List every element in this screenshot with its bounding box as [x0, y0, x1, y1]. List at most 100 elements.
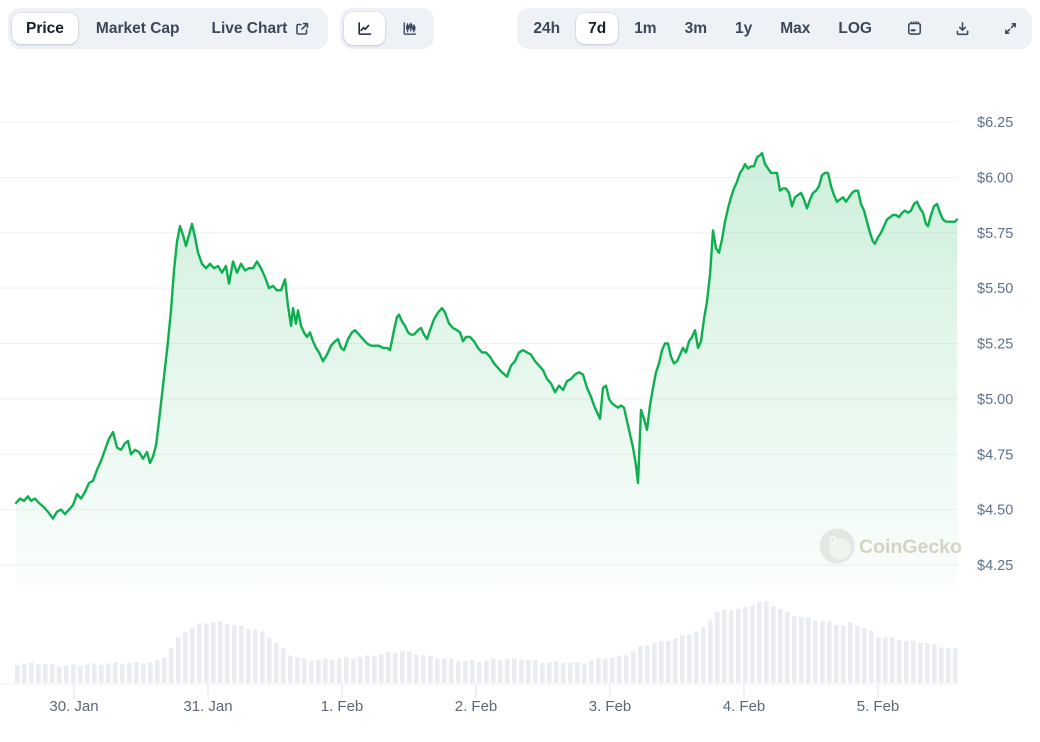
- volume-bar: [169, 648, 174, 683]
- volume-bar: [106, 663, 111, 683]
- volume-bar: [554, 661, 559, 683]
- volume-bar: [71, 664, 76, 683]
- volume-bar: [57, 666, 62, 683]
- volume-bar: [155, 659, 160, 683]
- range-3m[interactable]: 3m: [673, 13, 719, 45]
- range-7d[interactable]: 7d: [576, 12, 619, 45]
- volume-bar: [932, 643, 937, 683]
- range-max[interactable]: Max: [768, 13, 822, 45]
- volume-bar: [253, 629, 258, 683]
- volume-bars: [15, 601, 958, 683]
- expand-icon: [1005, 23, 1016, 34]
- volume-bar: [813, 620, 818, 683]
- volume-bar: [211, 622, 216, 683]
- volume-bar: [918, 643, 923, 683]
- volume-bar: [365, 655, 370, 683]
- volume-bar: [267, 637, 272, 683]
- volume-bar: [778, 609, 783, 683]
- tab-price[interactable]: Price: [12, 12, 78, 45]
- volume-bar: [925, 642, 930, 683]
- volume-bar: [176, 637, 181, 683]
- volume-bar: [442, 658, 447, 683]
- range-1m[interactable]: 1m: [622, 13, 668, 45]
- volume-bar: [64, 665, 69, 683]
- volume-bar: [120, 663, 125, 683]
- candlestick-chart-icon: [403, 22, 417, 35]
- volume-bar: [456, 661, 461, 683]
- volume-bar: [288, 655, 293, 683]
- volume-bar: [232, 625, 237, 683]
- x-axis-tick-label: 2. Feb: [455, 698, 498, 715]
- price-line[interactable]: [14, 151, 959, 520]
- volume-bar: [239, 625, 244, 683]
- volume-bar: [589, 660, 594, 683]
- volume-bar: [694, 631, 699, 683]
- volume-bar: [736, 608, 741, 683]
- volume-bar: [799, 616, 804, 683]
- candlestick-chart-type-button[interactable]: [389, 12, 430, 45]
- volume-bar: [519, 659, 524, 683]
- volume-bar: [29, 662, 34, 683]
- external-link-icon: [296, 22, 309, 35]
- volume-bar: [575, 661, 580, 683]
- volume-bar: [897, 640, 902, 683]
- volume-bar: [295, 657, 300, 683]
- volume-bar: [246, 628, 251, 683]
- download-chart-button[interactable]: [945, 12, 980, 45]
- volume-bar: [533, 660, 538, 683]
- volume-bar: [15, 664, 20, 683]
- volume-bar: [428, 655, 433, 683]
- volume-bar: [78, 665, 83, 683]
- y-axis-tick-label: $4.25: [977, 558, 1013, 574]
- tab-live-chart[interactable]: Live Chart: [197, 13, 324, 45]
- volume-bar: [344, 657, 349, 683]
- calendar-icon: [907, 21, 922, 35]
- line-chart-type-button[interactable]: [344, 12, 386, 45]
- volume-bar: [631, 651, 636, 683]
- y-axis-tick-label: $6.00: [977, 170, 1013, 186]
- date-range-picker-button[interactable]: [897, 12, 932, 45]
- volume-bar: [183, 632, 188, 683]
- log-scale-toggle[interactable]: LOG: [826, 13, 884, 45]
- volume-bar: [393, 652, 398, 683]
- volume-bar: [862, 628, 867, 683]
- volume-bar: [218, 621, 223, 683]
- volume-bar: [505, 659, 510, 683]
- x-axis-tick-label: 4. Feb: [723, 698, 766, 715]
- volume-bar: [645, 645, 650, 683]
- volume-bar: [827, 621, 832, 683]
- volume-bar: [512, 658, 517, 683]
- chart-toolbar: Price Market Cap Live Chart: [8, 8, 1032, 49]
- download-icon: [956, 21, 969, 36]
- volume-bar: [316, 659, 321, 683]
- volume-bar: [281, 648, 286, 683]
- volume-bar: [638, 646, 643, 683]
- volume-bar: [22, 663, 27, 683]
- volume-bar: [141, 663, 146, 683]
- volume-bar: [99, 664, 104, 683]
- tab-market-cap[interactable]: Market Cap: [82, 13, 194, 45]
- volume-bar: [358, 657, 363, 683]
- volume-bar: [946, 648, 951, 683]
- range-1y[interactable]: 1y: [723, 13, 764, 45]
- volume-bar: [400, 651, 405, 683]
- fullscreen-expand-button[interactable]: [993, 12, 1028, 45]
- volume-bar: [190, 628, 195, 683]
- volume-bar: [561, 662, 566, 683]
- volume-bar: [463, 661, 468, 683]
- chart-type-toggle-group: [340, 8, 435, 49]
- volume-bar: [666, 641, 671, 683]
- volume-bar: [687, 634, 692, 683]
- volume-bar: [337, 658, 342, 683]
- volume-bar: [379, 654, 384, 683]
- volume-bar: [722, 609, 727, 683]
- x-axis-tick-label: 1. Feb: [321, 698, 364, 715]
- volume-bar: [596, 658, 601, 683]
- volume-bar: [792, 616, 797, 683]
- metric-toggle-group: Price Market Cap Live Chart: [8, 8, 329, 49]
- volume-bar: [134, 662, 139, 683]
- range-24h[interactable]: 24h: [521, 13, 572, 45]
- volume-bar: [323, 658, 328, 683]
